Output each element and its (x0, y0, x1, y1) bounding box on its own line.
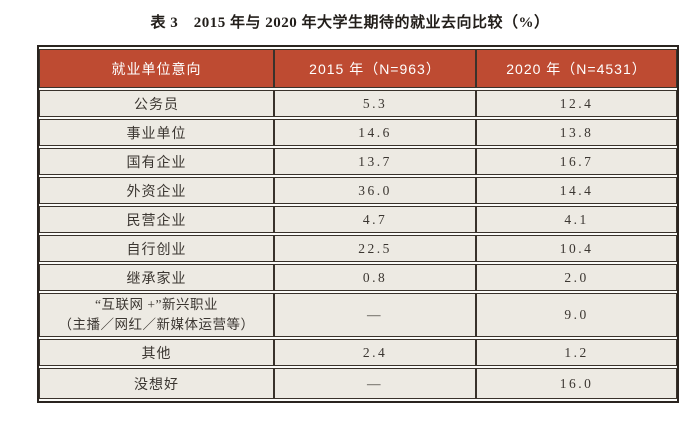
value-2020: 9.0 (476, 293, 677, 337)
col-header-2020: 2020 年（N=4531） (476, 49, 677, 88)
value-2015: 22.5 (274, 235, 476, 262)
value-2020: 1.2 (476, 339, 677, 366)
value-2015: 13.7 (274, 148, 476, 175)
value-2020: 12.4 (476, 90, 677, 117)
value-2020: 13.8 (476, 119, 677, 146)
value-2020: 2.0 (476, 264, 677, 291)
table-row: 没想好 — 16.0 (39, 368, 677, 399)
table-row: 继承家业 0.8 2.0 (39, 264, 677, 291)
value-2015: 0.8 (274, 264, 476, 291)
row-label: 其他 (39, 339, 274, 366)
page-title: 表 3 2015 年与 2020 年大学生期待的就业去向比较（%） (150, 15, 550, 31)
value-2020: 16.7 (476, 148, 677, 175)
table-row: 民营企业 4.7 4.1 (39, 206, 677, 233)
value-2015: 4.7 (274, 206, 476, 233)
data-table: 就业单位意向 2015 年（N=963） 2020 年（N=4531） 公务员 … (37, 45, 679, 403)
header-row: 就业单位意向 2015 年（N=963） 2020 年（N=4531） (39, 49, 677, 88)
table-row: 自行创业 22.5 10.4 (39, 235, 677, 262)
employment-intention-table: 就业单位意向 2015 年（N=963） 2020 年（N=4531） 公务员 … (37, 45, 679, 403)
table-row: 事业单位 14.6 13.8 (39, 119, 677, 146)
row-label: 民营企业 (39, 206, 274, 233)
row-label-line1: “互联网 +”新兴职业 (95, 297, 218, 313)
table-row: 公务员 5.3 12.4 (39, 90, 677, 117)
row-label: 没想好 (39, 368, 274, 399)
row-label: 外资企业 (39, 177, 274, 204)
table-row: 其他 2.4 1.2 (39, 339, 677, 366)
row-label: 继承家业 (39, 264, 274, 291)
value-2020: 10.4 (476, 235, 677, 262)
table-row: 国有企业 13.7 16.7 (39, 148, 677, 175)
table-row: “互联网 +”新兴职业 （主播／网红／新媒体运营等） — 9.0 (39, 293, 677, 337)
row-label-line2: （主播／网红／新媒体运营等） (58, 317, 255, 332)
col-header-2015: 2015 年（N=963） (274, 49, 476, 88)
row-label: 国有企业 (39, 148, 274, 175)
value-2015: — (274, 293, 476, 337)
row-label: 自行创业 (39, 235, 274, 262)
value-2015: 2.4 (274, 339, 476, 366)
row-label: 公务员 (39, 90, 274, 117)
row-label: “互联网 +”新兴职业 （主播／网红／新媒体运营等） (39, 293, 274, 337)
value-2020: 14.4 (476, 177, 677, 204)
row-label: 事业单位 (39, 119, 274, 146)
value-2015: — (274, 368, 476, 399)
value-2015: 36.0 (274, 177, 476, 204)
value-2015: 5.3 (274, 90, 476, 117)
table-row: 外资企业 36.0 14.4 (39, 177, 677, 204)
value-2020: 4.1 (476, 206, 677, 233)
value-2015: 14.6 (274, 119, 476, 146)
value-2020: 16.0 (476, 368, 677, 399)
col-header-intention: 就业单位意向 (39, 49, 274, 88)
